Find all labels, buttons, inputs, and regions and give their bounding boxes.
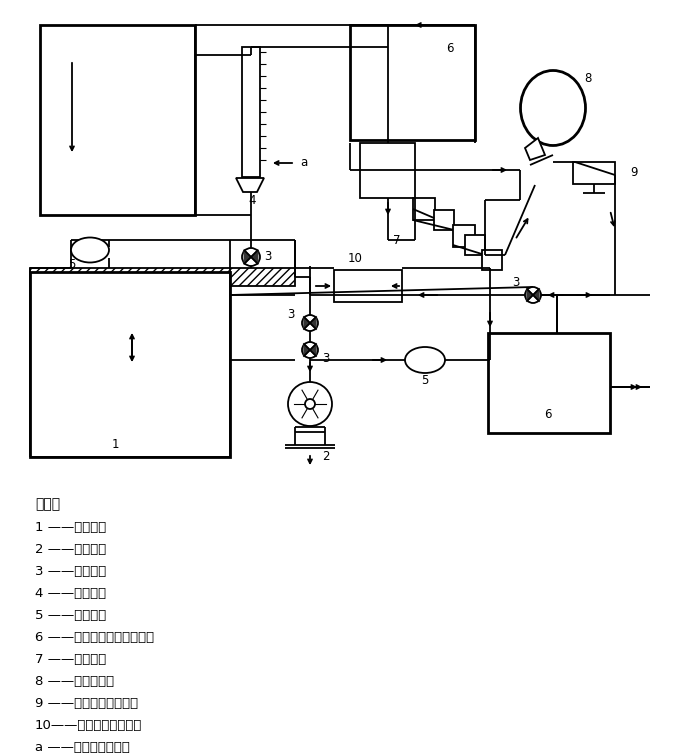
- Polygon shape: [304, 317, 310, 329]
- Text: 9 ——吸入气体取样管；: 9 ——吸入气体取样管；: [35, 697, 138, 710]
- Text: 8 ——试验头模；: 8 ——试验头模；: [35, 675, 114, 688]
- Polygon shape: [304, 344, 310, 356]
- Bar: [453, 225, 475, 247]
- Text: 8: 8: [584, 72, 592, 84]
- Bar: [360, 143, 415, 198]
- Bar: [30, 272, 230, 457]
- Text: 说明：: 说明：: [35, 497, 60, 511]
- Polygon shape: [533, 289, 539, 301]
- Circle shape: [302, 315, 318, 331]
- Text: 6: 6: [544, 409, 552, 421]
- Bar: [465, 235, 485, 255]
- Ellipse shape: [521, 71, 586, 146]
- Text: 3 ——单向阀；: 3 ——单向阀；: [35, 565, 106, 578]
- Text: 3: 3: [513, 277, 520, 290]
- Bar: [350, 25, 475, 140]
- Bar: [482, 250, 502, 270]
- Polygon shape: [525, 138, 545, 160]
- Polygon shape: [310, 317, 316, 329]
- Bar: [40, 25, 195, 215]
- Circle shape: [525, 287, 541, 303]
- Text: 2: 2: [322, 449, 330, 462]
- Bar: [334, 270, 402, 302]
- Ellipse shape: [405, 347, 445, 373]
- Text: 5 ——补偿袋；: 5 ——补偿袋；: [35, 609, 106, 622]
- Text: 7 ——电磁阀；: 7 ——电磁阀；: [35, 653, 106, 666]
- Text: 5: 5: [421, 373, 428, 387]
- Text: 6: 6: [446, 41, 454, 54]
- Text: 1 ——呼吸机；: 1 ——呼吸机；: [35, 521, 106, 534]
- Text: 3: 3: [322, 351, 330, 364]
- Polygon shape: [244, 250, 251, 264]
- Text: 4: 4: [248, 194, 256, 207]
- Polygon shape: [527, 289, 533, 301]
- Text: 10: 10: [348, 252, 363, 265]
- Polygon shape: [236, 178, 264, 192]
- Bar: [488, 333, 610, 433]
- Circle shape: [242, 248, 260, 266]
- Bar: [434, 210, 454, 230]
- Polygon shape: [251, 250, 258, 264]
- Circle shape: [288, 382, 332, 426]
- Bar: [413, 198, 435, 220]
- Text: 6 ——二氧化碳气体分析仪；: 6 ——二氧化碳气体分析仪；: [35, 631, 154, 644]
- Text: 3: 3: [264, 250, 271, 263]
- Bar: [30, 268, 295, 286]
- Polygon shape: [310, 344, 316, 356]
- Text: 4 ——流量计；: 4 ——流量计；: [35, 587, 106, 600]
- Circle shape: [302, 342, 318, 358]
- Text: 7: 7: [393, 234, 400, 247]
- Text: 10——二氧化碳吸收器；: 10——二氧化碳吸收器；: [35, 719, 142, 732]
- Text: 5: 5: [68, 259, 76, 271]
- Text: 9: 9: [630, 165, 637, 179]
- Bar: [242, 47, 260, 177]
- Ellipse shape: [71, 238, 109, 262]
- Text: 1: 1: [111, 439, 119, 452]
- Text: a ——二氧化碳气体。: a ——二氧化碳气体。: [35, 741, 130, 754]
- Circle shape: [305, 399, 315, 409]
- Bar: [573, 162, 615, 184]
- Text: a: a: [300, 157, 307, 170]
- Text: 2 ——辅助泵；: 2 ——辅助泵；: [35, 543, 106, 556]
- Text: 3: 3: [287, 308, 295, 321]
